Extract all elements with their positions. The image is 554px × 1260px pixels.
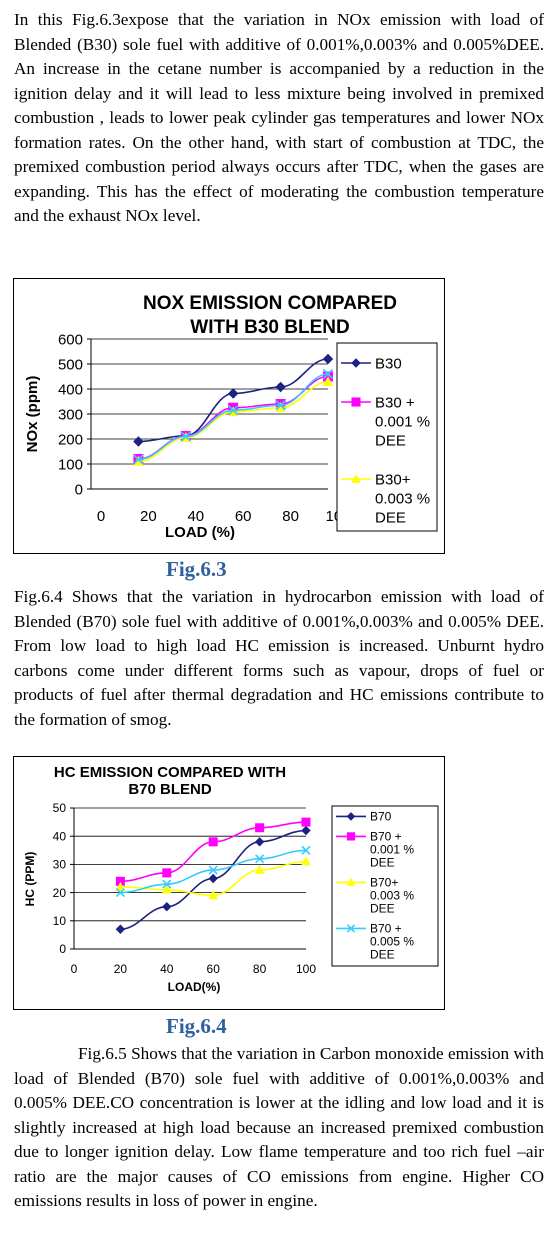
legend-label-2: B30+ <box>375 471 411 488</box>
data-point-series-2 <box>322 376 334 387</box>
y-axis-label: HC (PPM) <box>23 852 37 907</box>
data-point-series-3 <box>162 879 172 889</box>
data-point-series-3 <box>133 454 144 465</box>
data-point-series-2 <box>301 856 311 866</box>
data-point-series-3 <box>180 431 191 442</box>
data-point-series-2 <box>254 865 265 874</box>
y-tick-label: 30 <box>53 858 67 872</box>
chart-title-line: B70 BLEND <box>128 781 212 798</box>
y-tick-label: 40 <box>53 829 67 843</box>
data-point-series-2 <box>161 884 172 894</box>
y-tick-label: 0 <box>59 942 66 956</box>
data-point-series-0 <box>301 825 311 836</box>
nox-chart: NOX EMISSION COMPARED WITH B30 BLEND 0 100 2… <box>24 293 438 541</box>
y-tick-label: 10 <box>53 914 67 928</box>
figure-caption-6-4: Fig.6.4 <box>166 1014 227 1038</box>
data-point-series-2 <box>208 890 219 900</box>
legend-label-0: B70 <box>370 810 392 824</box>
data-point-series-1 <box>208 837 218 847</box>
legend-label-2: B70+ <box>370 876 398 890</box>
x-axis-label: LOAD (%) <box>165 524 235 541</box>
x-tick-label: 100 <box>296 962 316 976</box>
data-point-series-0 <box>275 381 286 393</box>
series-line-3 <box>120 849 307 894</box>
chart-title-line: NOX EMISSION COMPARED <box>143 293 397 314</box>
legend-box <box>336 342 438 532</box>
y-tick-label: 20 <box>53 886 67 900</box>
legend-label-1: B70 + <box>370 830 402 844</box>
y-tick-label: 200 <box>58 431 83 448</box>
data-point-series-0 <box>162 901 172 912</box>
data-point-series-1 <box>301 817 311 827</box>
data-point-series-0 <box>322 353 334 365</box>
x-tick-label: 40 <box>160 962 174 976</box>
paragraph-fig64-text: Fig.6.4 Shows that the variation in hydr… <box>14 587 544 729</box>
x-tick-label: 20 <box>114 962 128 976</box>
nox-chart-frame: NOX EMISSION COMPARED WITH B30 BLEND 0 100 2… <box>13 278 445 554</box>
paragraph-fig65-text: Fig.6.5 Shows that the variation in Carb… <box>14 1044 544 1210</box>
legend-label-1: DEE <box>370 856 395 870</box>
legend-marker-3 <box>346 924 356 933</box>
legend-label-2: 0.003 % <box>370 889 414 903</box>
legend-label-3: DEE <box>370 948 395 962</box>
series-line-1 <box>120 821 307 883</box>
data-point-series-0 <box>133 436 144 447</box>
data-point-series-3 <box>255 854 265 864</box>
y-tick-label: 100 <box>58 456 83 473</box>
data-point-series-1 <box>162 868 172 878</box>
figure-caption-6-3: Fig.6.3 <box>166 557 227 581</box>
legend-label-2: 0.003 % <box>375 490 430 507</box>
chart-title-line: HC EMISSION COMPARED WITH <box>54 764 286 781</box>
legend-marker-0 <box>351 358 361 368</box>
data-point-series-3 <box>228 405 239 416</box>
data-point-series-0 <box>115 924 126 934</box>
x-axis-label: LOAD(%) <box>168 980 221 994</box>
x-tick-label: 0 <box>71 962 78 976</box>
y-tick-label: 600 <box>58 331 83 348</box>
x-tick-label: 40 <box>187 508 204 525</box>
y-tick-label: 0 <box>75 481 83 498</box>
legend-marker-2 <box>351 473 361 483</box>
legend-label-3: 0.005 % <box>370 935 414 949</box>
legend-label-0: B30 <box>375 355 402 372</box>
x-tick-label: 20 <box>140 508 157 525</box>
data-point-series-0 <box>254 837 265 847</box>
legend-label-1: 0.001 % <box>375 413 430 430</box>
hc-chart-frame: HC EMISSION COMPARED WITH B70 BLEND 0 10 20 3… <box>13 756 445 1010</box>
legend-label-2: DEE <box>370 902 395 916</box>
data-point-series-2 <box>115 881 126 891</box>
x-tick-label: 80 <box>253 962 267 976</box>
y-tick-label: 50 <box>53 801 67 815</box>
legend-label-1: 0.001 % <box>370 843 414 857</box>
x-tick-label: 0 <box>97 508 105 525</box>
data-point-series-1 <box>255 823 265 833</box>
data-point-series-0 <box>208 873 218 884</box>
data-point-series-3 <box>322 368 334 380</box>
y-tick-label: 500 <box>58 356 83 373</box>
data-point-series-3 <box>275 400 286 411</box>
legend-marker-0 <box>346 812 356 821</box>
x-tick-label: 80 <box>282 508 299 525</box>
y-tick-label: 400 <box>58 381 83 398</box>
legend-marker-1 <box>346 832 356 841</box>
series-line-0 <box>138 358 329 443</box>
legend-label-1: B30 + <box>375 394 415 411</box>
legend-marker-1 <box>351 397 361 407</box>
data-point-series-3 <box>301 845 311 855</box>
data-point-series-0 <box>227 388 239 399</box>
data-point-series-3 <box>115 888 125 898</box>
y-axis-label: NOx (ppm) <box>24 376 41 453</box>
legend-label-3: B70 + <box>370 922 402 936</box>
paragraph-fig63-text: In this Fig.6.3expose that the variation… <box>14 10 544 225</box>
data-point-series-3 <box>208 865 218 875</box>
x-tick-label: 60 <box>235 508 252 525</box>
legend-marker-2 <box>346 877 356 886</box>
y-tick-label: 300 <box>58 406 83 423</box>
legend-label-2: DEE <box>375 509 406 526</box>
x-tick-label: 60 <box>207 962 221 976</box>
chart-title-line: WITH B30 BLEND <box>190 317 349 338</box>
legend-label-1: DEE <box>375 432 406 449</box>
